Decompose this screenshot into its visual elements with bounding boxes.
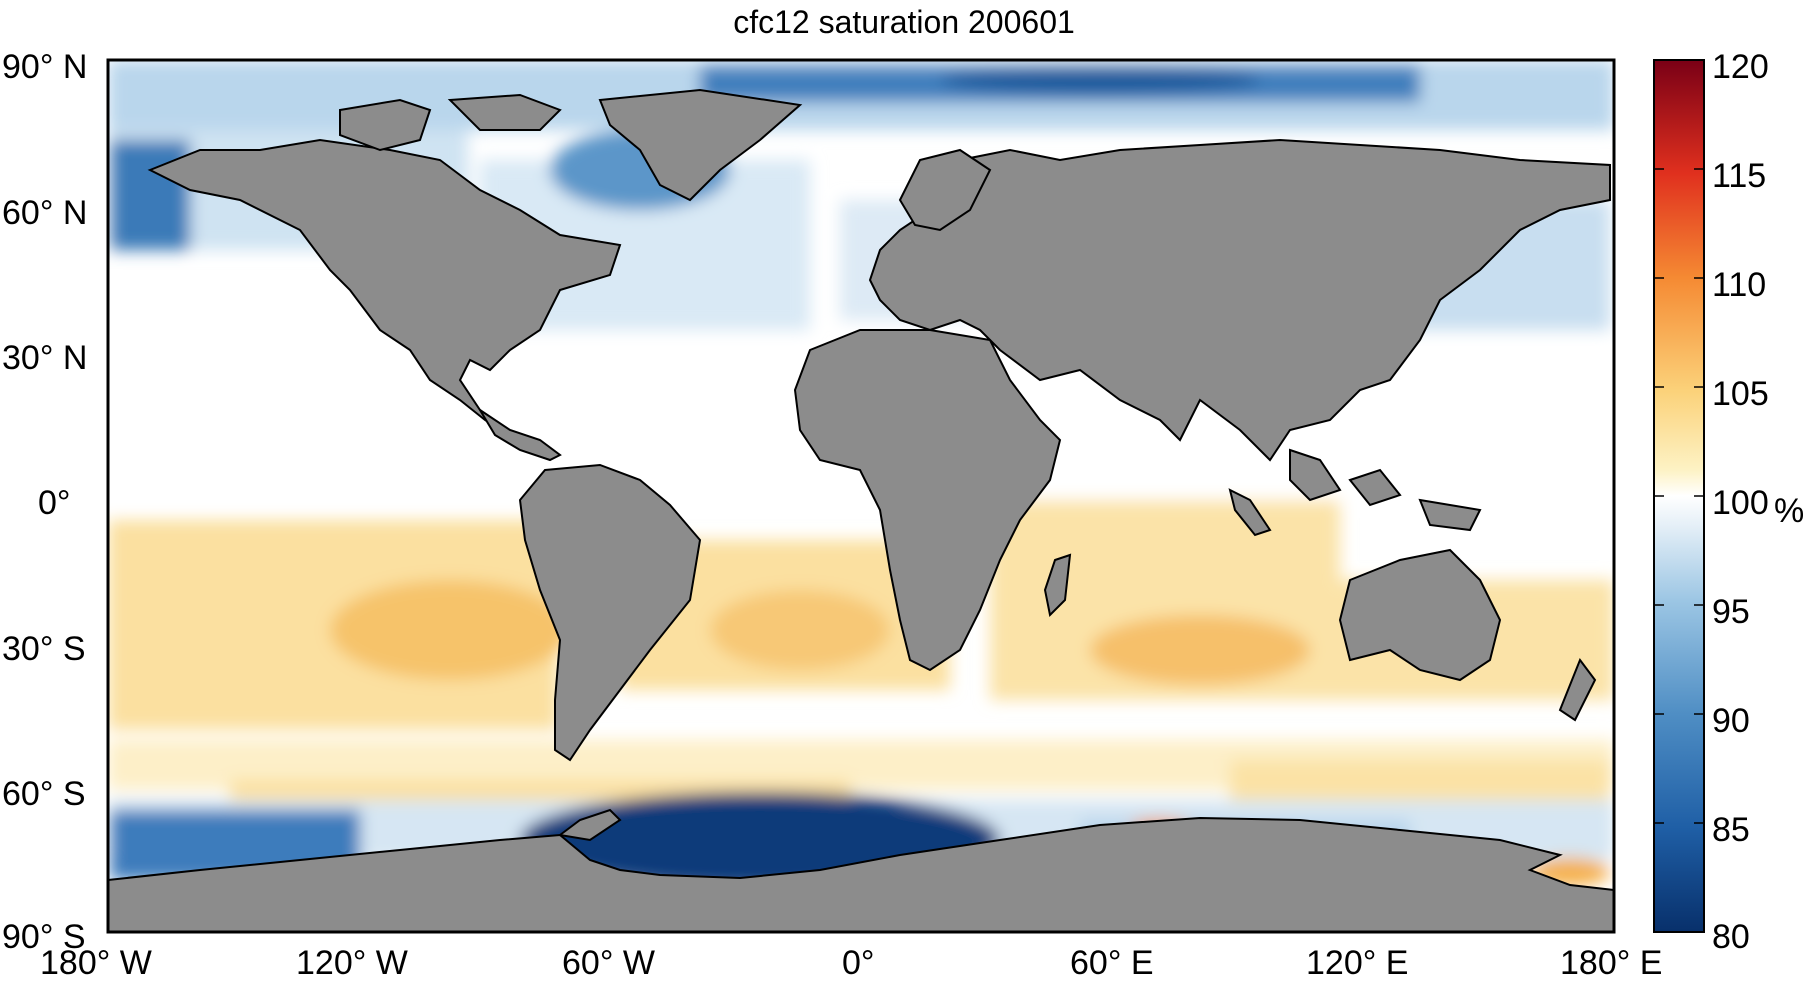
colorbar-tick-110: 110 — [1712, 266, 1767, 304]
colorbar-tick-95: 95 — [1712, 593, 1750, 631]
lon-label-180w: 180° W — [40, 944, 152, 982]
lon-label-180e: 180° E — [1560, 944, 1663, 982]
lat-label-30s: 30° S — [2, 630, 86, 668]
colorbar-tick-105: 105 — [1712, 375, 1769, 413]
map-frame — [106, 58, 1616, 934]
colorbar-tick-85: 85 — [1712, 811, 1750, 849]
land-masses — [108, 88, 1614, 932]
colorbar-tick-120: 120 — [1712, 48, 1769, 86]
lat-label-90s: 90° S — [2, 918, 86, 956]
lon-label-0: 0° — [842, 944, 875, 982]
lat-label-90n: 90° N — [2, 48, 88, 86]
colorbar-tick-90: 90 — [1712, 702, 1750, 740]
lat-label-0: 0° — [38, 484, 71, 522]
lat-label-60s: 60° S — [2, 775, 86, 813]
lon-label-120e: 120° E — [1306, 944, 1409, 982]
lat-label-60n: 60° N — [2, 194, 88, 232]
lat-label-30n: 30° N — [2, 339, 88, 377]
lon-label-60e: 60° E — [1070, 944, 1154, 982]
lon-label-60w: 60° W — [562, 944, 655, 982]
colorbar-tick-115: 115 — [1712, 157, 1767, 195]
lon-label-120w: 120° W — [296, 944, 408, 982]
colorbar-tick-80: 80 — [1712, 918, 1750, 956]
colorbar-tick-100: 100 — [1712, 484, 1769, 522]
ocean-field — [108, 60, 1614, 932]
figure-title: cfc12 saturation 200601 — [733, 4, 1075, 40]
colorbar-unit: % — [1774, 492, 1805, 530]
